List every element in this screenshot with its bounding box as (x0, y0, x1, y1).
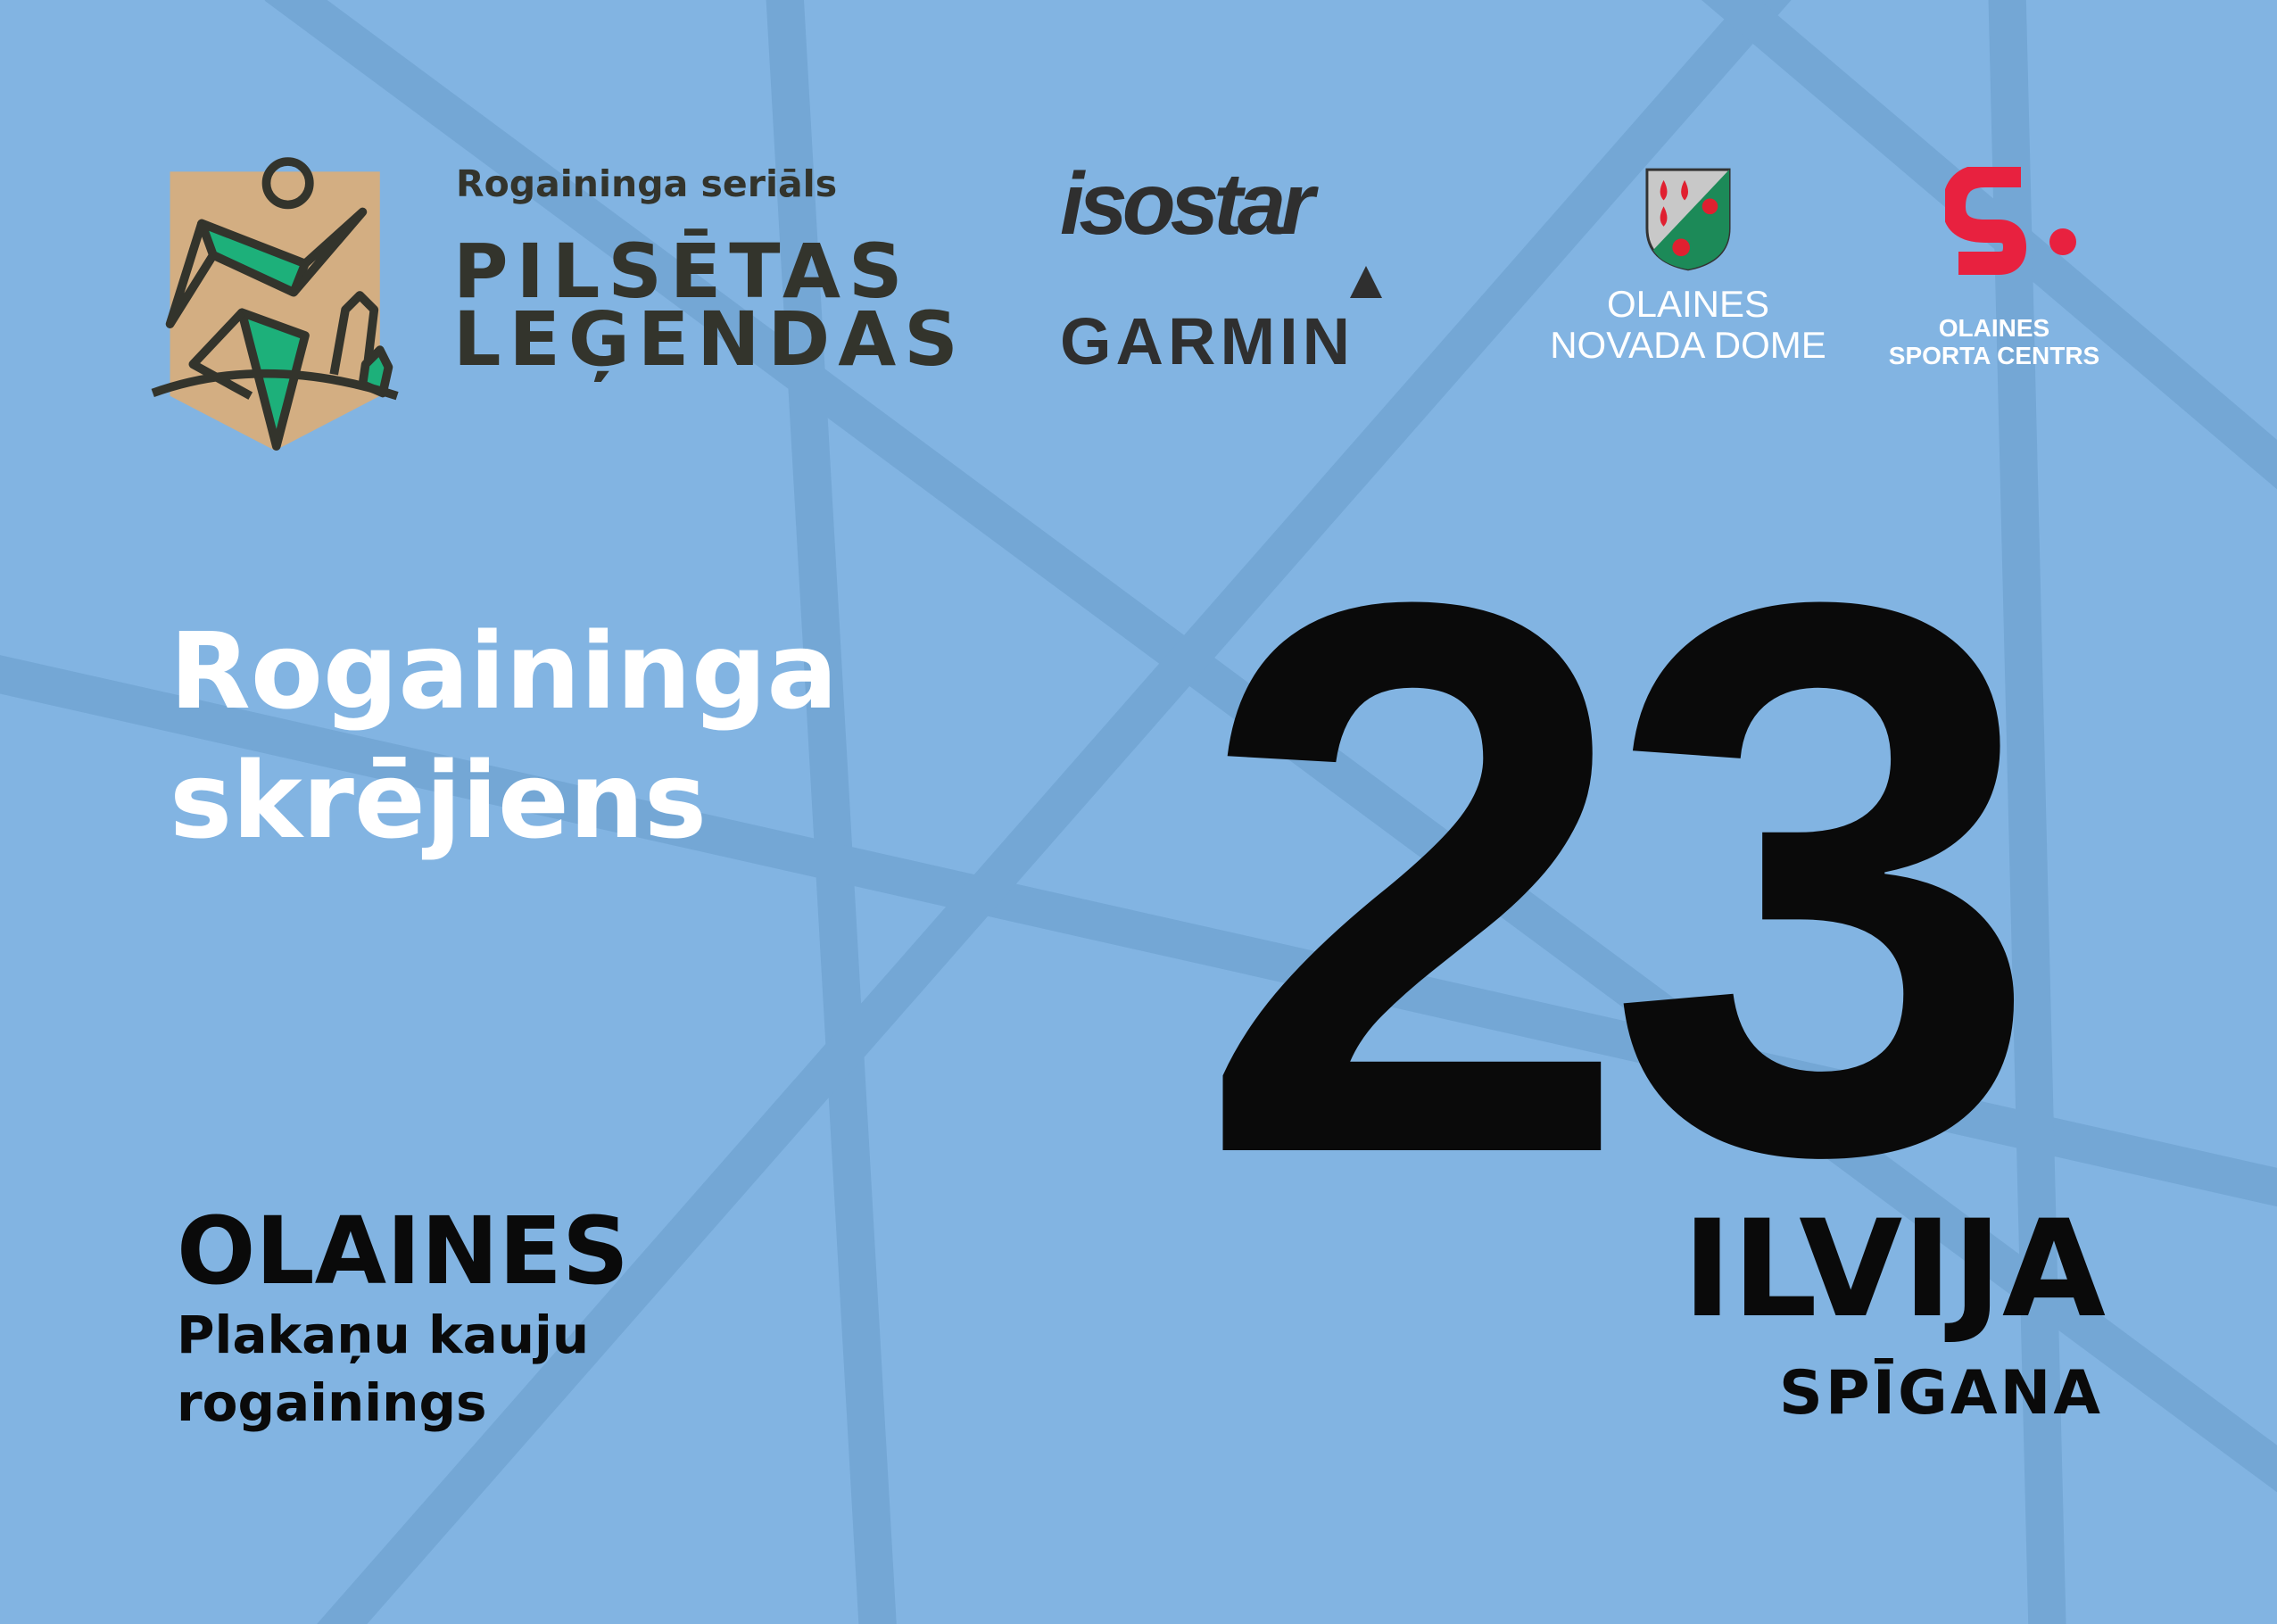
series-title-line1: PILSĒTAS (453, 228, 911, 315)
sporta-centrs-logo (1945, 167, 2076, 275)
pilsetas-legendas-logo (151, 157, 399, 451)
sporta-centrs-line1: OLAINES (1938, 314, 2050, 342)
participant-first-name: ILVIJA (1682, 1192, 2106, 1347)
series-title-line2: LEĢENDAS (453, 295, 966, 383)
location-line1: Plakaņu kauju (177, 1305, 590, 1365)
participant-last-name: SPĪGANA (1778, 1358, 2103, 1429)
novada-dome-line1: OLAINES (1606, 283, 1770, 325)
bib-number: 23 (1196, 440, 2042, 1317)
novada-dome-line2: NOVADA DOME (1550, 324, 1826, 366)
garmin-logo: GARMIN (1060, 304, 1355, 378)
series-subtitle: Rogaininga seriāls (456, 162, 838, 205)
olaine-coat-of-arms (1645, 168, 1731, 271)
novada-dome-label: OLAINES NOVADA DOME (1510, 284, 1867, 366)
event-name-line2: skrējiens (170, 739, 708, 862)
location-line2: rogainings (177, 1372, 487, 1433)
sporta-centrs-line2: SPORTA CENTRS (1888, 342, 2100, 369)
location-city: OLAINES (177, 1197, 629, 1305)
event-name-line1: Rogaininga (170, 609, 839, 733)
sporta-centrs-label: OLAINES SPORTA CENTRS (1816, 314, 2173, 369)
garmin-triangle-icon (1350, 266, 1382, 298)
location-description: Plakaņu kauju rogainings (177, 1301, 589, 1437)
isostar-logo: isostar (1060, 154, 1314, 253)
event-name: Rogaininga skrējiens (170, 607, 838, 866)
